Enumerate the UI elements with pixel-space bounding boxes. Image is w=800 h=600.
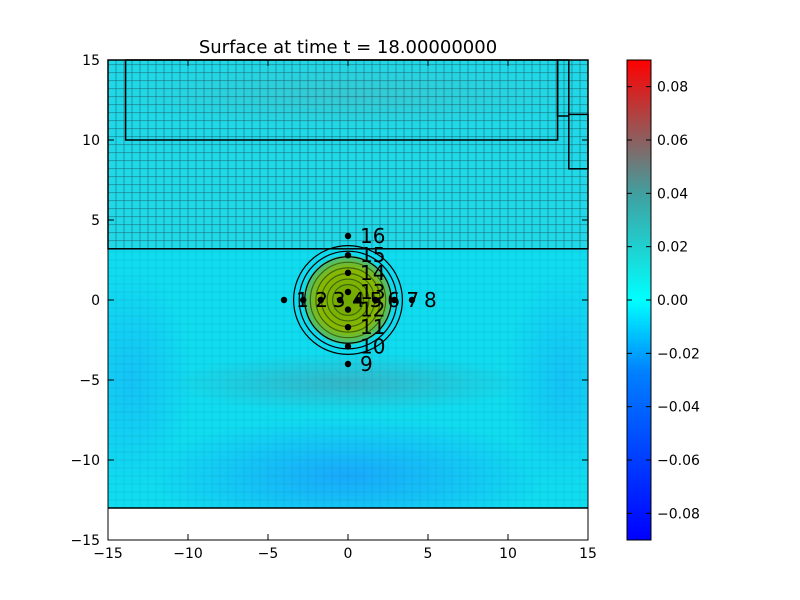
surface-left-trough [108,270,192,490]
gauge-label: 8 [424,288,437,312]
gauge-label: 10 [360,334,385,358]
gauge-point [344,360,352,368]
gauge-label: 11 [360,315,385,339]
gauge-point [344,306,352,313]
gauge-point [391,296,398,304]
gauge-label: 16 [360,224,385,248]
colorbar: 0.08 0.06 0.04 0.02 0.00 −0.02 −0.04 −0.06 −0.08 [626,59,700,541]
gauge-point [317,296,324,304]
colorbar-tick-label: 0.08 [657,80,688,96]
gauge-point [344,343,352,350]
chart-title: Surface at time t = 18.00000000 [199,37,497,58]
hump-contours [293,245,404,356]
gauge-point [344,252,352,259]
y-tick-label: −5 [79,373,100,389]
surface-trough [146,416,550,508]
x-tick-label: −10 [173,546,203,562]
x-tick-label: 15 [579,546,597,562]
amr-grid [107,60,589,509]
x-tick-label: −15 [93,546,123,562]
gauge-point [344,269,352,276]
gauge-point [354,296,361,304]
colorbar-tick-label: 0.02 [657,240,688,256]
x-axis-ticks: −15 −10 −5 0 5 10 15 [93,60,597,562]
gauge-label: 15 [360,243,385,267]
fine-grid-upper [107,60,589,250]
y-axis-ticks: −15 −10 −5 0 5 10 15 [70,53,588,549]
y-tick-label: −15 [70,533,100,549]
gauge-markers: 12345678161514131211109 [280,224,437,376]
gauge-label: 14 [360,261,385,285]
x-tick-label: 5 [424,546,433,562]
colorbar-tick-label: −0.02 [657,346,700,362]
colorbar-tick-label: 0.06 [657,133,688,149]
colorbar-ticks: 0.08 0.06 0.04 0.02 0.00 −0.02 −0.04 −0.06 −0.08 [627,80,700,522]
x-tick-label: 10 [499,546,517,562]
y-tick-label: 0 [91,293,100,309]
y-tick-label: −10 [70,453,100,469]
y-tick-label: 10 [82,133,100,149]
colorbar-tick-label: −0.08 [657,506,700,522]
gauge-point [280,296,288,304]
contour-ring [315,267,381,333]
colorbar-tick-label: 0.00 [657,293,688,309]
x-tick-label: 0 [344,546,353,562]
y-tick-label: 15 [82,53,100,69]
gauge-point [344,232,352,240]
y-tick-label: 5 [91,213,100,229]
x-tick-label: −5 [258,546,279,562]
gauge-point [344,288,352,296]
surface-crest-band [165,353,531,414]
gauge-point [300,296,307,304]
gauge-label: 12 [360,298,385,322]
gauge-point [372,296,379,304]
fine-grid-lower [107,248,589,509]
colorbar-tick-label: −0.06 [657,453,700,469]
contour-ring [309,261,387,339]
contour-ring [332,284,364,316]
gauge-label: 9 [360,352,373,376]
gauge-point [408,296,416,304]
gauge-label: 13 [360,280,385,304]
colorbar-tick-label: −0.04 [657,400,700,416]
colorbar-tick-label: 0.04 [657,186,688,202]
gauge-point [344,324,352,331]
contour-ring [293,245,404,356]
surface-right-trough [504,270,588,490]
contour-ring [326,278,370,322]
gauge-point [336,296,344,304]
